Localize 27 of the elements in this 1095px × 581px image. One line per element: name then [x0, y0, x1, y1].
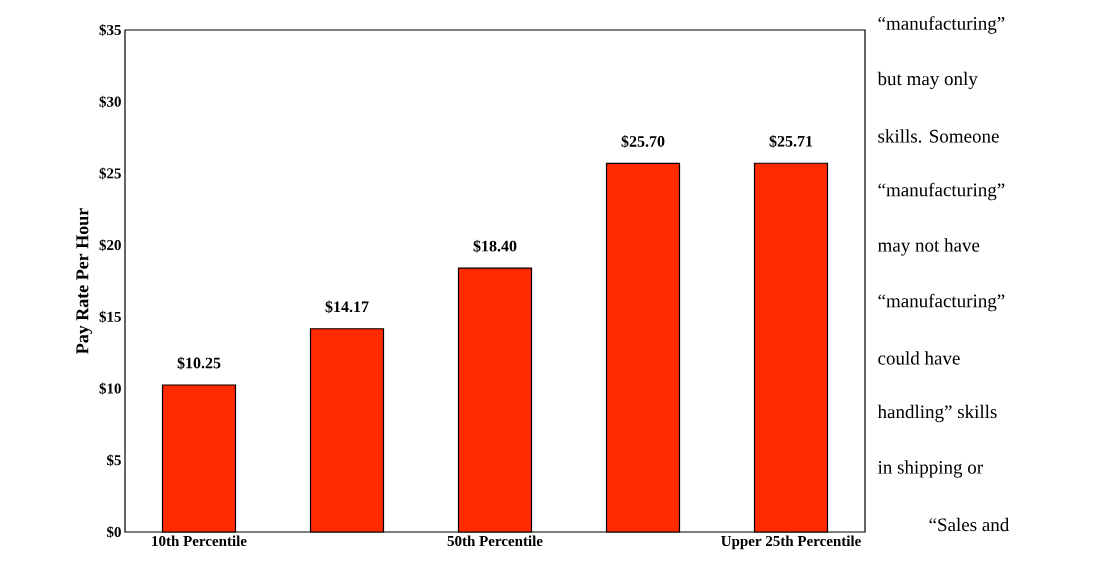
text: skills. Someone	[878, 129, 999, 143]
text: “manufacturing”	[878, 16, 1005, 34]
text: handling” skills	[877, 404, 997, 423]
data-label: $25.71	[769, 134, 813, 148]
data-label: $14.17	[325, 300, 369, 314]
y-tick-label: $0	[107, 526, 121, 539]
y-tick-label: $15	[99, 310, 121, 323]
text: could have	[878, 351, 960, 365]
text: “manufacturing”	[878, 182, 1005, 201]
text: “Sales and	[929, 517, 1010, 532]
data-label: $10.25	[177, 356, 221, 370]
data-label: $18.40	[473, 239, 517, 253]
y-axis-title: Pay Rate Per Hour	[76, 208, 93, 354]
x-tick-label: Upper 25th Percentile	[721, 535, 861, 550]
y-tick-label: $35	[99, 24, 121, 36]
y-tick-label: $25	[99, 167, 121, 180]
text: “manufacturing”	[878, 293, 1005, 312]
x-tick-label: 10th Percentile	[152, 535, 247, 547]
x-tick-label: 50th Percentile	[447, 535, 543, 547]
text: but may only	[877, 71, 978, 90]
text: in shipping or	[877, 460, 983, 478]
text: may not have	[877, 238, 980, 256]
y-tick-label: $10	[99, 382, 121, 395]
data-label: $25.70	[621, 135, 665, 148]
y-tick-label: $20	[99, 239, 121, 252]
y-tick-label: $5	[107, 454, 121, 467]
y-tick-label: $30	[99, 95, 121, 108]
